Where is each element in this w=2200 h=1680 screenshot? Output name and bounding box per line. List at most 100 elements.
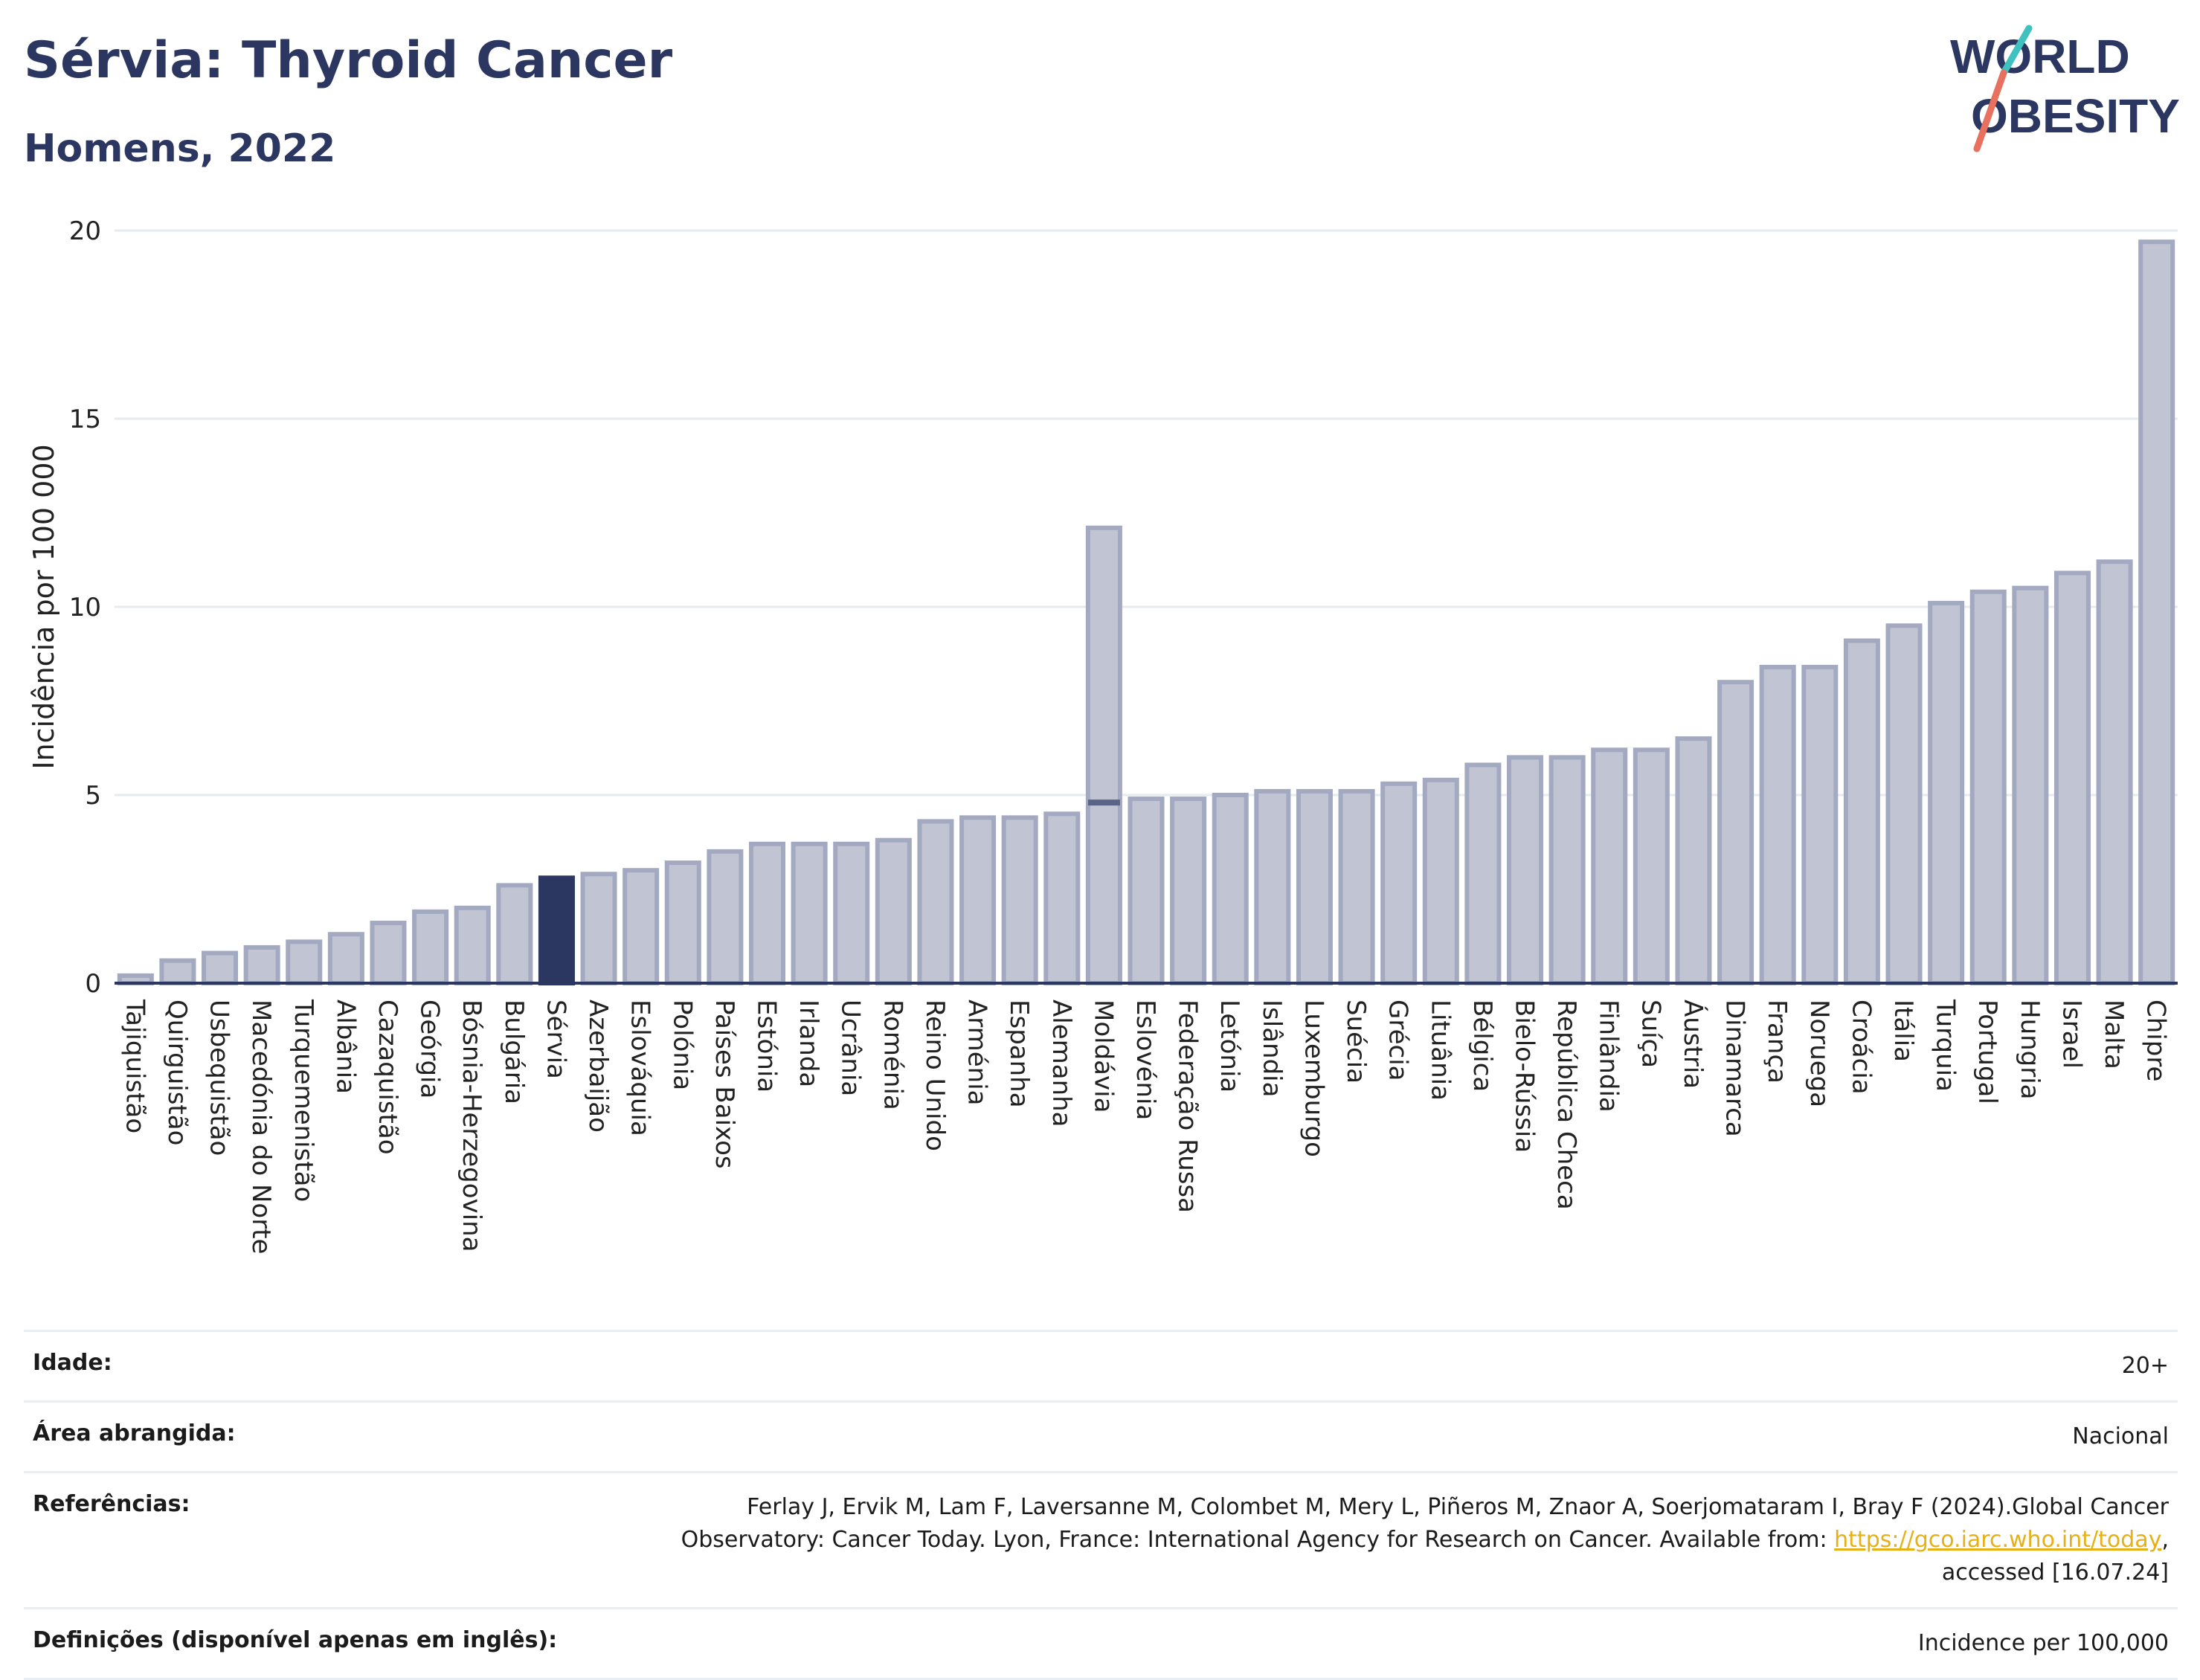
bar	[1633, 747, 1670, 986]
bar	[2138, 239, 2175, 986]
x-tick-label: Roménia	[878, 1000, 907, 1110]
logo-text-world: WORLD	[1950, 30, 2130, 83]
bar	[623, 868, 660, 986]
definitions-row: Definições (disponível apenas em inglês)…	[24, 1607, 2178, 1680]
x-tick-label: Portugal	[1972, 1000, 2002, 1104]
x-tick-label: Federação Russa	[1173, 1000, 1203, 1213]
bar	[1338, 788, 1375, 985]
bar	[664, 860, 701, 986]
references-row: Referências: Ferlay J, Ervik M, Lam F, L…	[24, 1471, 2178, 1607]
x-tick-label: Alemanha	[1046, 1000, 1076, 1127]
bar	[1212, 793, 1249, 985]
definitions-label: Definições (disponível apenas em inglês)…	[33, 1627, 558, 1653]
bar	[917, 819, 954, 985]
chart-subtitle: Homens, 2022	[24, 126, 336, 171]
bar	[1464, 762, 1502, 986]
bar	[2053, 570, 2091, 985]
x-tick-label: França	[1762, 1000, 1792, 1084]
x-tick-label: Irlanda	[794, 1000, 823, 1087]
x-tick-label: Noruega	[1804, 1000, 1834, 1107]
x-tick-label: Cazaquistão	[373, 1000, 402, 1155]
references-label: Referências:	[33, 1491, 190, 1517]
x-tick-label: Tajiquistão	[120, 999, 149, 1133]
bar-highlight	[538, 875, 575, 985]
bar	[875, 837, 912, 985]
bar	[412, 909, 449, 985]
x-tick-label: Turquemenistão	[289, 999, 318, 1202]
bar	[1717, 680, 1754, 985]
x-tick-label: Dinamarca	[1720, 1000, 1750, 1137]
x-tick-label: Áustria	[1678, 1000, 1708, 1089]
references-tail: , accessed [16.07.24]	[1941, 1527, 2169, 1586]
x-tick-label: Quirguistão	[162, 1000, 192, 1145]
references-link[interactable]: https://gco.iarc.who.int/today	[1834, 1527, 2162, 1553]
x-tick-label: Moldávia	[1088, 1000, 1118, 1113]
bar	[1675, 736, 1712, 985]
bar	[748, 841, 786, 986]
bar	[202, 950, 239, 986]
grid-lines	[115, 229, 2178, 796]
bar	[1548, 755, 1586, 986]
world-obesity-logo: WORLD OBESITY	[1950, 25, 2180, 152]
info-table: Idade: 20+ Área abrangida: Nacional Refe…	[24, 1330, 2178, 1680]
x-tick-label: Albânia	[330, 1000, 360, 1094]
x-tick-label: Malta	[2099, 1000, 2129, 1069]
x-tick-label: Sérvia	[541, 1000, 570, 1079]
x-tick-label: Croácia	[1846, 1000, 1876, 1095]
area-row: Área abrangida: Nacional	[24, 1400, 2178, 1471]
x-tick-label: Eslovénia	[1130, 1000, 1160, 1120]
y-tick-label: 10	[69, 593, 101, 622]
x-tick-label: Reino Unido	[920, 1000, 950, 1151]
bar	[327, 932, 364, 985]
bar	[454, 905, 491, 985]
y-tick-label: 0	[85, 969, 101, 999]
bar	[1422, 777, 1459, 985]
logo-slash-teal	[2000, 25, 2033, 77]
bar	[1506, 755, 1544, 986]
logo-text-obesity: OBESITY	[1971, 89, 2180, 143]
x-tick-label: Polónia	[667, 1000, 697, 1090]
x-tick-label: Macedónia do Norte	[246, 1000, 276, 1254]
x-tick-label: Geórgia	[415, 1000, 445, 1098]
x-tick-label: Espanha	[1004, 1000, 1034, 1108]
x-tick-label: Suécia	[1341, 1000, 1371, 1084]
bar	[1170, 796, 1207, 985]
bar	[791, 841, 828, 986]
bar	[1801, 664, 1839, 986]
tick-labels: 0 5 10 15 20 Incidência por 100 000 Tajiquistã…	[28, 216, 2171, 1254]
bar	[1843, 638, 1880, 985]
definitions-value: Incidence per 100,000	[1917, 1630, 2169, 1656]
bar	[1043, 811, 1081, 985]
bar	[159, 958, 196, 986]
x-tick-label: Hungria	[2015, 1000, 2045, 1100]
bar-chart: 0 5 10 15 20 Incidência por 100 000 Tajiquistã…	[28, 216, 2178, 1254]
area-value: Nacional	[2072, 1423, 2169, 1449]
x-tick-label: Chipre	[2141, 1000, 2171, 1081]
age-row: Idade: 20+	[24, 1330, 2178, 1400]
x-tick-label: Bélgica	[1467, 1000, 1497, 1092]
y-tick-label: 5	[85, 781, 101, 811]
x-tick-label: Eslováquia	[625, 1000, 655, 1136]
bar	[370, 921, 407, 985]
x-tick-label: Ucrânia	[836, 1000, 866, 1096]
age-label: Idade:	[33, 1350, 112, 1376]
x-tick-label: Bulgária	[499, 1000, 529, 1104]
chart-title: Sérvia: Thyroid Cancer	[24, 31, 673, 90]
y-tick-label: 15	[69, 405, 101, 434]
x-tick-label: Islândia	[1257, 1000, 1287, 1097]
y-tick-label: 20	[69, 216, 101, 246]
age-value: 20+	[2121, 1353, 2169, 1379]
x-tick-label: Usbequistão	[205, 1000, 234, 1156]
y-axis-label: Incidência por 100 000	[28, 444, 60, 769]
bar	[1380, 781, 1418, 985]
x-tick-label: Grécia	[1383, 1000, 1413, 1081]
bar	[1969, 589, 2007, 985]
bar	[580, 872, 617, 986]
bar	[243, 944, 280, 985]
references-value: Ferlay J, Ervik M, Lam F, Laversanne M, …	[622, 1491, 2169, 1589]
x-tick-label: Países Baixos	[710, 1000, 739, 1169]
references-text: Ferlay J, Ervik M, Lam F, Laversanne M, …	[681, 1494, 2169, 1553]
x-tick-label: Estónia	[751, 1000, 781, 1092]
bar	[286, 939, 323, 986]
x-tick-label: Bósnia-Herzegovina	[457, 1000, 486, 1252]
